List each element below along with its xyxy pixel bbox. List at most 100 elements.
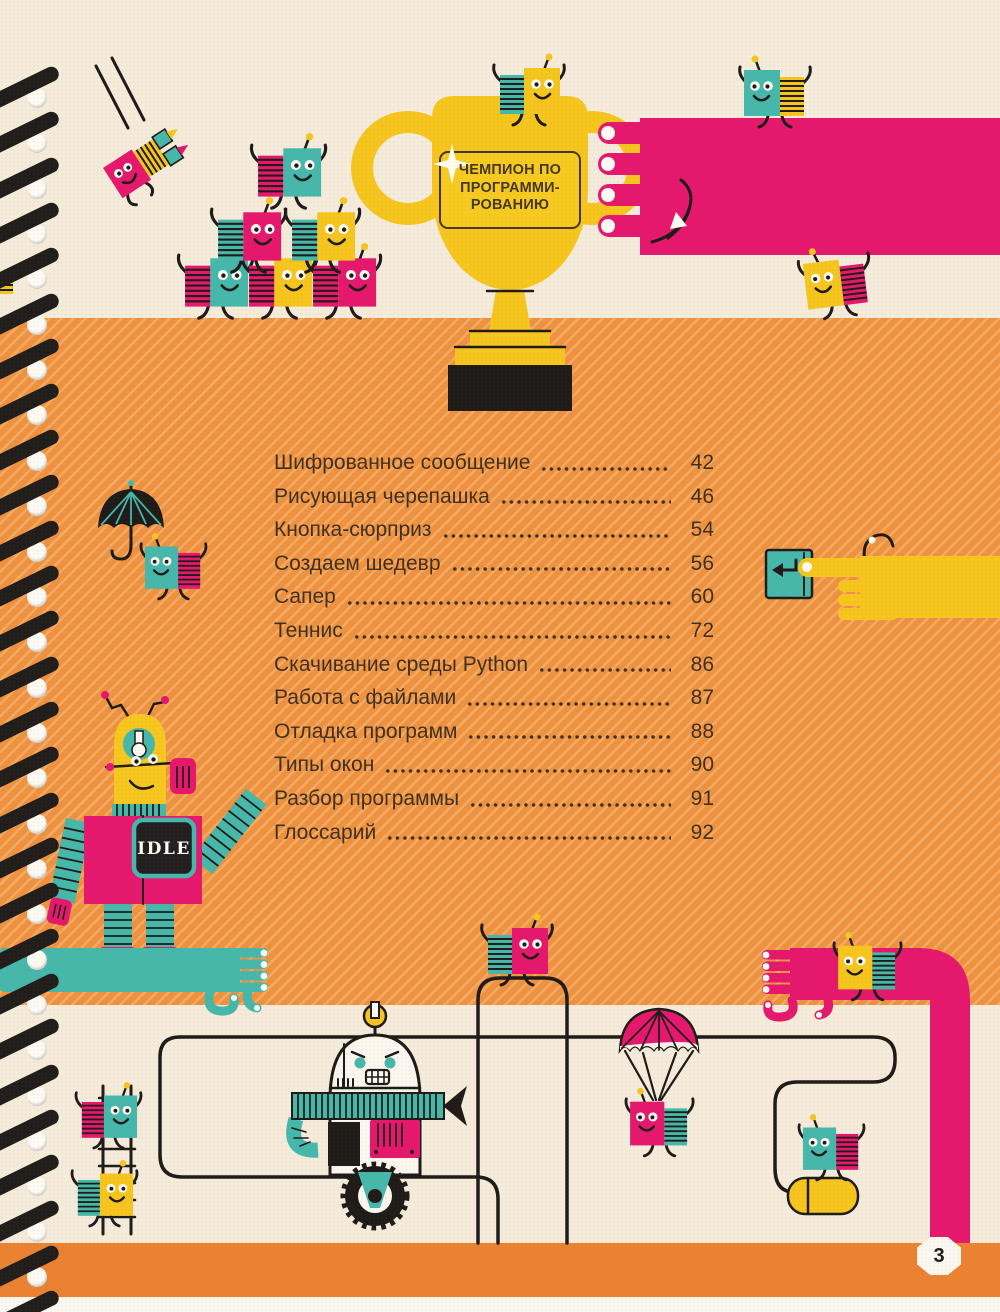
spiral-ring-icon — [0, 154, 90, 205]
toc-dot-leader — [352, 613, 671, 648]
toc-entry-page: 88 — [690, 719, 714, 743]
toc-entry: Разбор программы 91 — [274, 781, 714, 816]
spiral-ring-icon — [0, 64, 90, 114]
toc-dot-leader — [384, 748, 671, 782]
spiral-ring-icon — [0, 1152, 90, 1202]
toc-entry-page: 54 — [690, 518, 714, 542]
toc-entry: Работа с файлами 87 — [274, 681, 714, 715]
toc-entry: Рисующая черепашка 46 — [274, 479, 714, 514]
toc-entry-page: 92 — [690, 820, 714, 844]
page-number-badge: 3 — [917, 1237, 961, 1275]
spiral-ring-icon — [0, 1061, 90, 1112]
footer-orange-band — [0, 1243, 1000, 1297]
toc-dot-leader — [466, 681, 671, 715]
toc-entry: Скачивание среды Python 86 — [274, 647, 714, 682]
robot-icon — [795, 239, 878, 323]
toc-dot-leader — [450, 546, 671, 581]
wheel-robot-icon — [286, 1001, 467, 1231]
toc-entry: Создаем шедевр 56 — [274, 546, 714, 581]
spiral-ring-icon — [0, 789, 90, 840]
robot-icon — [304, 241, 383, 320]
toc-entry: Сапер 60 — [274, 580, 714, 614]
toc-entry-page: 46 — [690, 484, 714, 508]
toc-dot-leader — [441, 513, 671, 547]
toc-entry-page: 60 — [690, 585, 714, 609]
trophy-label-line: РОВАНИЮ — [470, 197, 550, 213]
spiral-ring-icon — [0, 381, 90, 431]
toc-entry-title: Шифрованное сообщение — [274, 451, 531, 474]
spiral-ring-icon — [0, 472, 90, 522]
fist-fingers-icon — [598, 122, 693, 244]
spiral-ring-icon — [0, 1288, 90, 1312]
spiral-binding — [0, 0, 70, 1312]
toc-dot-leader — [467, 714, 671, 749]
spiral-ring-icon — [0, 1243, 90, 1293]
trophy-plaque-label: ЧЕМПИОН ПО ПРОГРАММИ- РОВАНИЮ — [436, 162, 584, 215]
toc-entry-page: 90 — [690, 753, 714, 777]
spiral-ring-icon — [0, 925, 90, 976]
toc-entry: Глоссарий 92 — [274, 815, 714, 850]
trophy-label-line: ЧЕМПИОН ПО — [458, 162, 562, 178]
spiral-ring-icon — [0, 563, 90, 613]
toc-entry: Типы окон 90 — [274, 748, 714, 782]
spiral-ring-icon — [0, 1107, 90, 1157]
pink-arm-icon — [640, 118, 1000, 255]
robot-icon — [240, 241, 319, 320]
spiral-ring-icon — [0, 1016, 90, 1066]
spiral-ring-icon — [0, 517, 90, 568]
toc-entry: Теннис 72 — [274, 613, 714, 648]
toc-entry-page: 86 — [690, 652, 714, 676]
spiral-ring-icon — [0, 835, 90, 885]
toc-dot-leader — [540, 446, 671, 480]
spiral-ring-icon — [0, 109, 90, 159]
toc-entry-title: Рисующая черепашка — [274, 484, 490, 508]
trophy-label-line: ПРОГРАММИ- — [460, 179, 560, 196]
spiral-ring-icon — [0, 699, 90, 749]
toc-dot-leader — [499, 479, 671, 514]
robot-icon — [209, 195, 288, 274]
spiral-ring-icon — [0, 653, 90, 704]
robot-icon — [249, 131, 328, 210]
toc-entry-title: Теннис — [274, 618, 343, 642]
toc-entry-title: Работа с файлами — [274, 686, 457, 710]
robot-icon — [492, 52, 566, 127]
toc-entry-title: Скачивание среды Python — [274, 652, 529, 676]
toc-dot-leader — [345, 580, 671, 614]
robot-icon — [176, 241, 255, 320]
robot-icon — [738, 54, 812, 129]
toc-entry-page: 56 — [690, 551, 714, 575]
spiral-ring-icon — [0, 608, 90, 658]
path-lines — [158, 976, 897, 1245]
toc-entry-page: 42 — [690, 451, 714, 474]
spiral-ring-icon — [0, 200, 90, 250]
toc-entry: Шифрованное сообщение 42 — [274, 446, 714, 480]
spiral-ring-icon — [0, 971, 90, 1021]
parachute-robot-icon — [618, 1007, 700, 1158]
toc-dot-leader — [469, 781, 671, 816]
toc-entry-title: Отладка программ — [274, 719, 458, 743]
spiral-ring-icon — [0, 880, 90, 930]
falling-robot-icon — [94, 56, 189, 207]
computer-mouse-icon — [786, 1112, 866, 1216]
toc-entry-page: 87 — [690, 686, 714, 710]
spiral-ring-icon — [0, 744, 90, 794]
robot-pyramid-icon — [176, 131, 383, 320]
bottom-white-strip — [0, 1297, 1000, 1312]
spiral-ring-icon — [0, 336, 90, 386]
table-of-contents: Шифрованное сообщение 42 Рисующая черепа… — [274, 446, 714, 850]
spiral-ring-icon — [0, 245, 90, 295]
spiral-ring-icon — [0, 290, 90, 341]
toc-entry: Кнопка-сюрприз 54 — [274, 513, 714, 547]
toc-entry: Отладка программ 88 — [274, 714, 714, 749]
spiral-ring-icon — [0, 427, 90, 477]
toc-entry-title: Разбор программы — [274, 786, 460, 810]
toc-entry-title: Создаем шедевр — [274, 551, 441, 575]
toc-entry-title: Сапер — [274, 585, 336, 609]
toc-entry-title: Кнопка-сюрприз — [274, 518, 432, 542]
toc-entry-page: 72 — [690, 618, 714, 642]
toc-dot-leader — [538, 647, 671, 682]
toc-dot-leader — [386, 815, 671, 850]
spiral-ring-icon — [0, 1197, 90, 1248]
toc-entry-title: Типы окон — [274, 753, 375, 777]
